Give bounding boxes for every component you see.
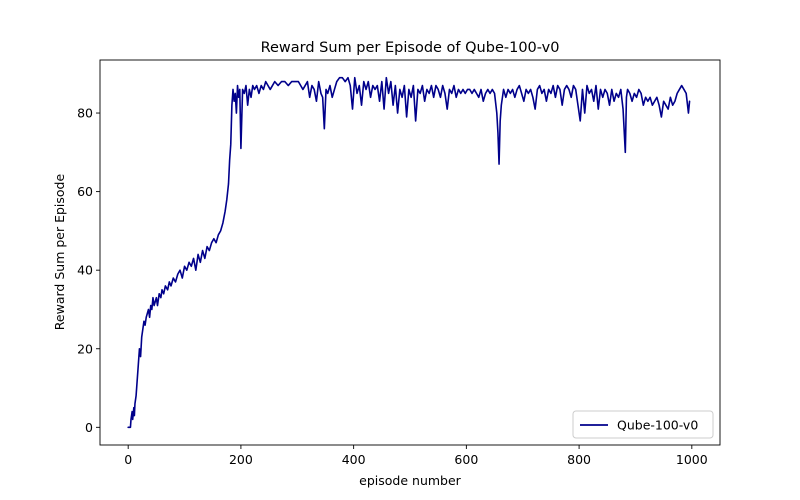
series-line-qube-100-v0: [127, 76, 691, 429]
y-tick-label: 60: [77, 184, 93, 199]
y-tick-label: 40: [77, 263, 93, 278]
x-axis-label: episode number: [359, 473, 462, 488]
y-axis-ticks: 0 20 40 60 80: [77, 106, 100, 435]
y-tick-label: 80: [77, 106, 93, 121]
legend: Qube-100-v0: [572, 410, 714, 439]
legend-label: Qube-100-v0: [617, 418, 698, 433]
y-tick-label: 20: [77, 341, 93, 356]
x-tick-label: 800: [567, 452, 591, 467]
y-axis-label: Reward Sum per Episode: [52, 174, 67, 331]
plot-area-frame: [99, 59, 721, 446]
x-tick-label: 1000: [676, 452, 708, 467]
x-tick-label: 400: [342, 452, 366, 467]
legend-box: [572, 410, 714, 439]
x-tick-label: 0: [124, 452, 132, 467]
chart-title: Reward Sum per Episode of Qube-100-v0: [261, 40, 560, 56]
x-axis-ticks: 0 200 400 600 800 1000: [124, 445, 708, 467]
x-tick-label: 600: [454, 452, 478, 467]
y-tick-label: 0: [85, 420, 93, 435]
x-tick-label: 200: [229, 452, 253, 467]
